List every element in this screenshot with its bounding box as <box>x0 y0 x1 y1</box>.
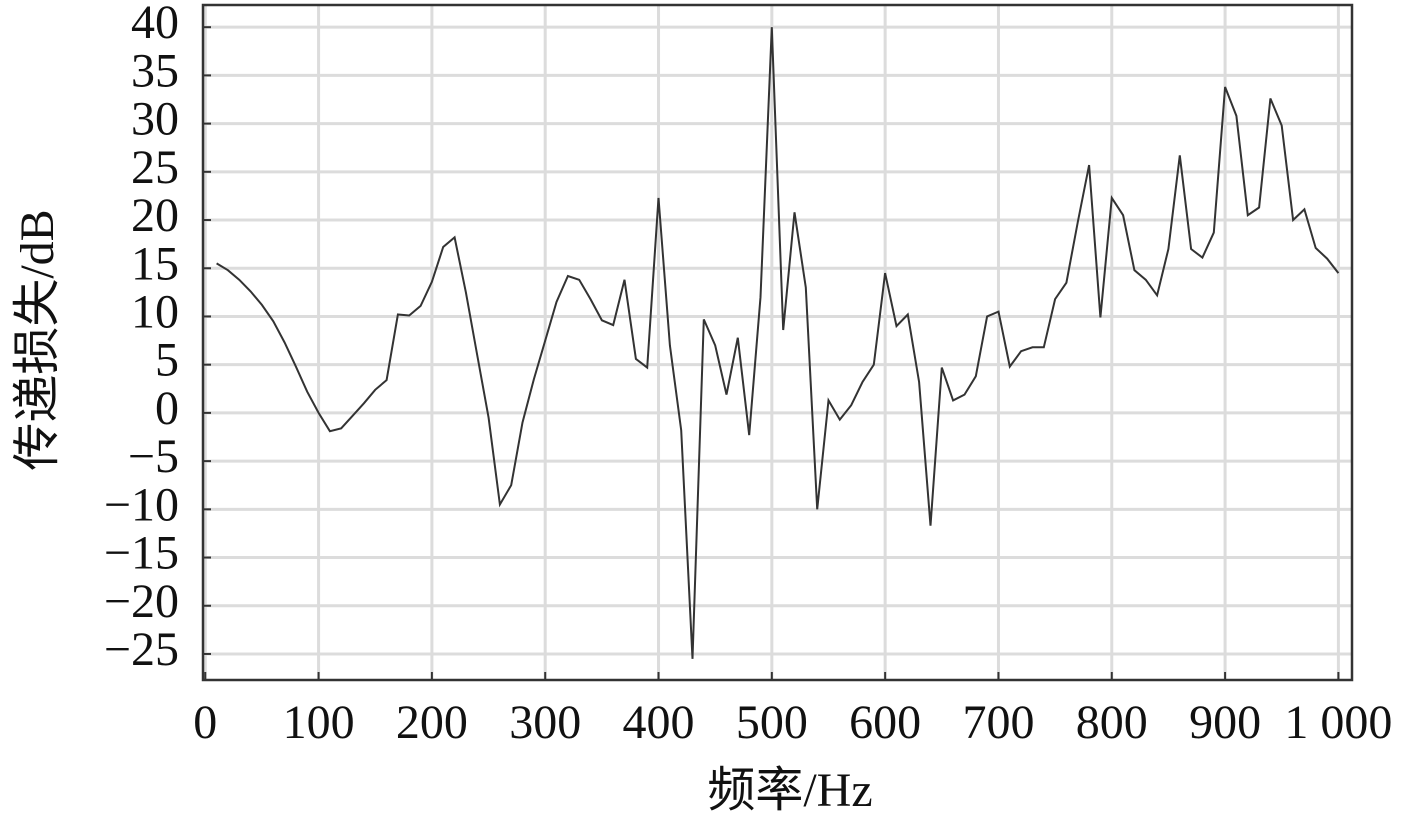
x-tick-label: 200 <box>396 696 468 749</box>
y-tick-label: 0 <box>155 382 179 435</box>
y-tick-label: 40 <box>131 0 179 49</box>
x-tick-label: 300 <box>509 696 581 749</box>
y-tick-label: −15 <box>104 527 179 580</box>
y-tick-label: −20 <box>104 575 179 628</box>
x-tick-label: 100 <box>283 696 355 749</box>
y-tick-label: 30 <box>131 93 179 146</box>
y-axis-title: 传递损失/dB <box>11 209 64 470</box>
x-tick-label: 500 <box>736 696 808 749</box>
data-line <box>216 27 1340 659</box>
x-tick-label: 400 <box>623 696 695 749</box>
y-tick-label: 15 <box>131 237 179 290</box>
x-tick-label: 800 <box>1076 696 1148 749</box>
y-tick-label: 5 <box>155 334 179 387</box>
x-tick-label: 0 <box>193 696 217 749</box>
y-tick-label: −10 <box>104 478 179 531</box>
x-tick-label: 1 000 <box>1284 696 1392 749</box>
x-tick-label: 600 <box>849 696 921 749</box>
y-tick-label: 35 <box>131 44 179 97</box>
y-tick-label: 20 <box>131 189 179 242</box>
x-axis-title: 频率/Hz <box>707 764 872 817</box>
plot-frame <box>201 3 1354 682</box>
y-tick-label: 10 <box>131 285 179 338</box>
x-tick-label: 700 <box>962 696 1034 749</box>
y-tick-label: −25 <box>104 623 179 676</box>
y-tick-label: −5 <box>128 430 179 483</box>
x-tick-label: 900 <box>1189 696 1261 749</box>
y-tick-label: 25 <box>131 141 179 194</box>
